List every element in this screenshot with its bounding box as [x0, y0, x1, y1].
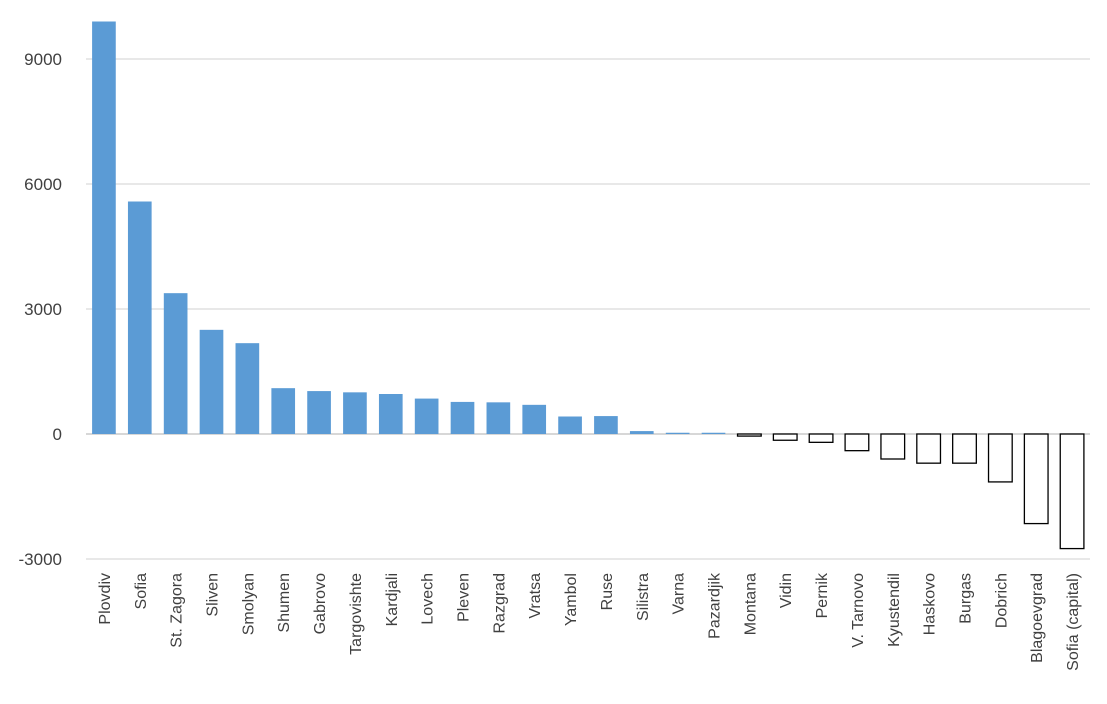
bar-v-tarnovo	[844, 433, 870, 452]
bar-gabrovo	[307, 391, 331, 434]
x-category-label: V. Tarnovo	[850, 573, 867, 648]
bar-vratsa	[522, 404, 547, 434]
x-category-label: St. Zagora	[169, 573, 186, 648]
x-category-label: Kardjali	[384, 573, 401, 626]
x-category-label: Targovishte	[348, 573, 365, 655]
x-category-label: Burgas	[958, 573, 975, 624]
x-category-label: Haskovo	[922, 573, 939, 635]
x-category-label: Silistra	[635, 573, 652, 621]
bar-montana	[736, 433, 762, 437]
bar-haskovo	[916, 433, 942, 464]
bar-sofia-capital	[1059, 433, 1085, 550]
x-category-label: Sofia	[133, 573, 150, 610]
x-category-label: Shumen	[276, 573, 293, 633]
x-category-label: Pazardjik	[707, 572, 724, 639]
bar-targovishte	[343, 392, 367, 434]
bar-shumen	[271, 388, 296, 434]
bar-varna	[665, 432, 690, 434]
bar-silistra	[629, 431, 654, 434]
x-category-label: Ruse	[599, 573, 616, 610]
bar-kyustendil	[880, 433, 906, 460]
gridlines	[86, 58, 1090, 560]
x-category-label: Kyustendil	[886, 573, 903, 647]
x-category-label: Lovech	[420, 573, 437, 625]
x-category-label: Sofia (capital)	[1065, 573, 1082, 671]
x-category-label: Plovdiv	[97, 573, 114, 625]
y-tick-label: 6000	[24, 175, 62, 194]
bar-pleven	[450, 401, 475, 434]
y-tick-label: 9000	[24, 50, 62, 69]
x-category-label: Razgrad	[491, 573, 508, 633]
x-category-label: Montana	[742, 573, 759, 635]
bar-lovech	[414, 398, 439, 434]
bar-razgrad	[486, 402, 511, 434]
y-axis-tick-labels: -3000 0 3000 6000 9000	[19, 50, 62, 569]
y-tick-label: -3000	[19, 550, 62, 569]
x-category-label: Vidin	[778, 573, 795, 608]
x-category-label: Blagoevgrad	[1029, 573, 1046, 663]
y-tick-label: 0	[53, 425, 62, 444]
x-axis-category-labels: Plovdiv Sofia St. Zagora Sliven Smolyan Shume…	[97, 572, 1082, 671]
x-category-label: Gabrovo	[312, 573, 329, 634]
x-category-label: Pleven	[456, 573, 473, 622]
bar-vidin	[772, 433, 798, 441]
bar-yambol	[558, 416, 582, 434]
bar-ruse	[594, 416, 618, 434]
x-category-label: Yambol	[563, 573, 580, 626]
bar-smolyan	[235, 343, 260, 434]
bar-pernik	[808, 433, 834, 443]
bars	[92, 21, 1085, 550]
x-category-label: Sliven	[205, 573, 222, 617]
bar-pazardjik	[701, 432, 726, 434]
bar-burgas	[952, 433, 977, 464]
x-category-label: Dobrich	[993, 573, 1010, 628]
x-category-label: Smolyan	[240, 573, 257, 635]
bar-kardjali	[378, 394, 403, 434]
y-tick-label: 3000	[24, 300, 62, 319]
bar-sliven	[199, 329, 224, 434]
bar-plovdiv	[92, 21, 116, 434]
bar-st-zagora	[163, 293, 188, 434]
bar-sofia	[127, 201, 152, 434]
x-category-label: Vratsa	[527, 573, 544, 619]
bar-blagoevgrad	[1023, 433, 1049, 525]
x-category-label: Varna	[671, 573, 688, 615]
x-category-label: Pernik	[814, 572, 831, 618]
bar-dobrich	[987, 433, 1013, 483]
